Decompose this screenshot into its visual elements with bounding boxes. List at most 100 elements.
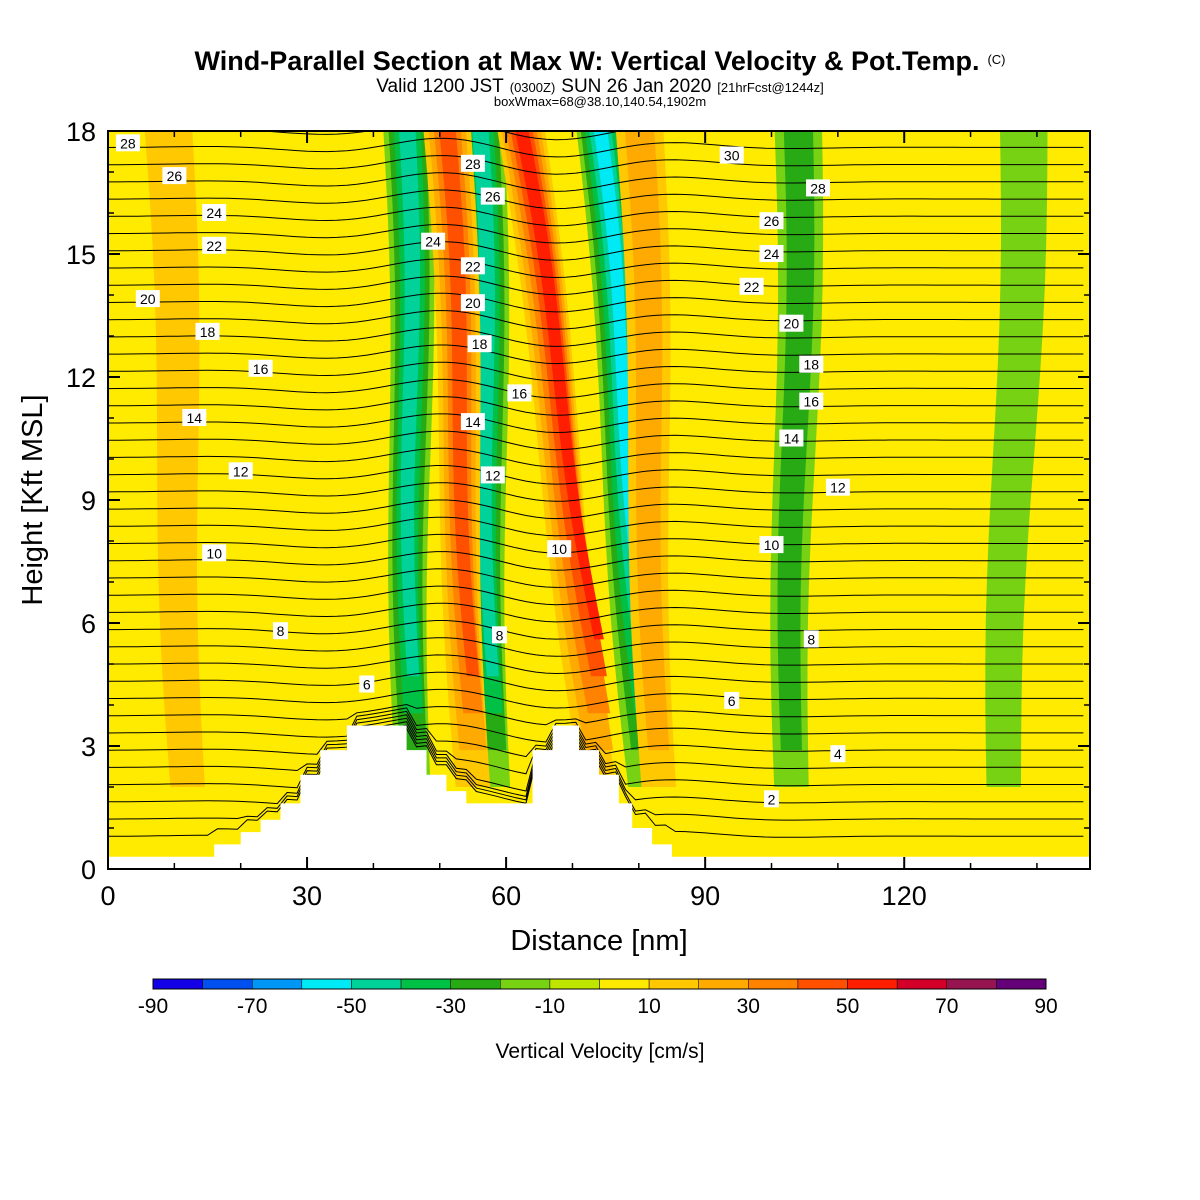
valid-utc: (0300Z) — [510, 80, 556, 95]
contour-label-bg — [803, 630, 819, 648]
contour-label-bg — [248, 359, 273, 377]
isentrope-lines — [108, 131, 1084, 838]
contour-label-bg — [724, 691, 740, 709]
valid-fcst: [21hrFcst@1244z] — [717, 80, 823, 95]
isentrope-line — [108, 465, 1084, 485]
contour-label-bg — [421, 232, 446, 250]
colorbar-swatch — [847, 978, 898, 990]
valid-prefix: Valid 1200 JST — [376, 76, 504, 97]
contour-label-text: 22 — [206, 238, 222, 254]
contour-label-6: 6 — [359, 675, 375, 693]
contour-label-22: 22 — [202, 236, 227, 254]
colorbar-swatch — [648, 978, 699, 990]
downdraft-band-56-level-40 — [472, 131, 499, 677]
contour-label-12: 12 — [480, 466, 505, 484]
contour-label-bg — [460, 257, 485, 275]
colorbar-frame — [152, 978, 1047, 990]
colorbar-tick-label: 90 — [1034, 995, 1057, 1018]
contour-label-8: 8 — [803, 630, 819, 648]
contour-label-bg — [806, 179, 830, 197]
contour-label-24: 24 — [421, 232, 446, 250]
colorbar-swatch — [946, 978, 997, 990]
contour-label-20: 20 — [779, 314, 804, 332]
colorbar-swatch — [202, 978, 253, 990]
contour-label-14: 14 — [460, 413, 485, 431]
contour-label-16: 16 — [248, 359, 273, 377]
contour-label-bg — [759, 536, 784, 554]
contour-label-12: 12 — [825, 478, 850, 496]
contour-label-bg — [460, 154, 485, 172]
colorbar-swatch — [896, 978, 948, 990]
colorbar-swatch — [549, 978, 600, 990]
isentrope-line — [108, 172, 1084, 192]
contour-label-text: 16 — [804, 394, 820, 410]
isentrope-line — [108, 499, 1084, 520]
colorbar-swatch — [351, 978, 402, 990]
colorbar-tick-label: -10 — [535, 995, 565, 1018]
isentrope-line — [108, 189, 1084, 210]
isentrope-line — [108, 533, 1084, 554]
y-tick-label: 15 — [66, 240, 96, 270]
contour-label-18: 18 — [467, 335, 492, 353]
isentrope-line — [108, 585, 1084, 606]
contour-label-text: 28 — [120, 135, 136, 151]
contour-label-bg — [460, 294, 485, 312]
contour-label-18: 18 — [799, 355, 824, 373]
contour-label-bg — [759, 245, 784, 262]
terrain-mask — [108, 725, 1090, 869]
isentrope-line — [108, 206, 1084, 227]
title-main: Wind-Parallel Section at Max W: Vertical… — [194, 46, 979, 76]
contour-label-16: 16 — [507, 384, 532, 402]
isentrope-line — [108, 378, 1084, 399]
contour-label-text: 28 — [810, 180, 826, 196]
colorbar-tick-label: -50 — [336, 995, 366, 1018]
contour-label-16: 16 — [799, 392, 824, 410]
contour-label-text: 8 — [277, 623, 285, 639]
colorbar-tick-label: -70 — [237, 995, 267, 1018]
y-tick-label: 6 — [81, 609, 96, 639]
isentrope-line — [108, 707, 1084, 743]
contour-label-10: 10 — [202, 544, 227, 562]
contour-label-bg — [273, 622, 288, 640]
contour-label-text: 10 — [764, 537, 780, 553]
contour-label-26: 26 — [480, 187, 505, 205]
contour-label-2: 2 — [764, 790, 779, 808]
contour-label-text: 20 — [140, 291, 156, 307]
contour-label-14: 14 — [182, 409, 207, 426]
contour-label-text: 18 — [200, 324, 216, 340]
contour-label-bg — [480, 466, 505, 484]
contour-label-28: 28 — [115, 134, 140, 152]
contour-label-22: 22 — [460, 257, 485, 275]
contour-label-12: 12 — [228, 462, 253, 480]
contour-label-14: 14 — [779, 429, 804, 447]
contour-label-bg — [359, 675, 375, 693]
contour-label-text: 14 — [465, 414, 481, 430]
colorbar-swatch — [301, 978, 352, 990]
x-tick-label: 0 — [100, 881, 115, 911]
isentrope-line — [108, 292, 1084, 313]
contour-label-text: 22 — [744, 279, 760, 295]
contour-label-text: 20 — [465, 295, 481, 311]
isentrope-line — [108, 703, 1084, 726]
contour-label-text: 2 — [768, 791, 776, 807]
contour-labels: 2826242220181614121086282624222018161412… — [115, 134, 850, 808]
plot-area: 2826242220181614121086282624222018161412… — [108, 131, 1090, 869]
contour-label-20: 20 — [460, 294, 485, 312]
isentrope-line — [108, 275, 1084, 296]
contour-label-text: 18 — [804, 357, 820, 373]
contour-label-bg — [799, 355, 824, 373]
contour-label-30: 30 — [719, 146, 744, 164]
y-tick-label: 9 — [81, 486, 96, 516]
chart-title: Wind-Parallel Section at Max W: Vertical… — [194, 46, 1005, 76]
colorbar-swatch — [797, 978, 848, 990]
contour-label-bg — [799, 392, 824, 410]
contour-label-text: 24 — [425, 234, 441, 250]
contour-label-text: 12 — [233, 463, 249, 479]
contour-label-text: 26 — [485, 189, 501, 205]
x-tick-label: 120 — [882, 881, 927, 911]
y-tick-label: 18 — [66, 117, 96, 147]
contour-label-text: 16 — [253, 361, 269, 377]
colorbar-swatch — [698, 978, 749, 990]
contour-label-bg — [195, 322, 220, 340]
